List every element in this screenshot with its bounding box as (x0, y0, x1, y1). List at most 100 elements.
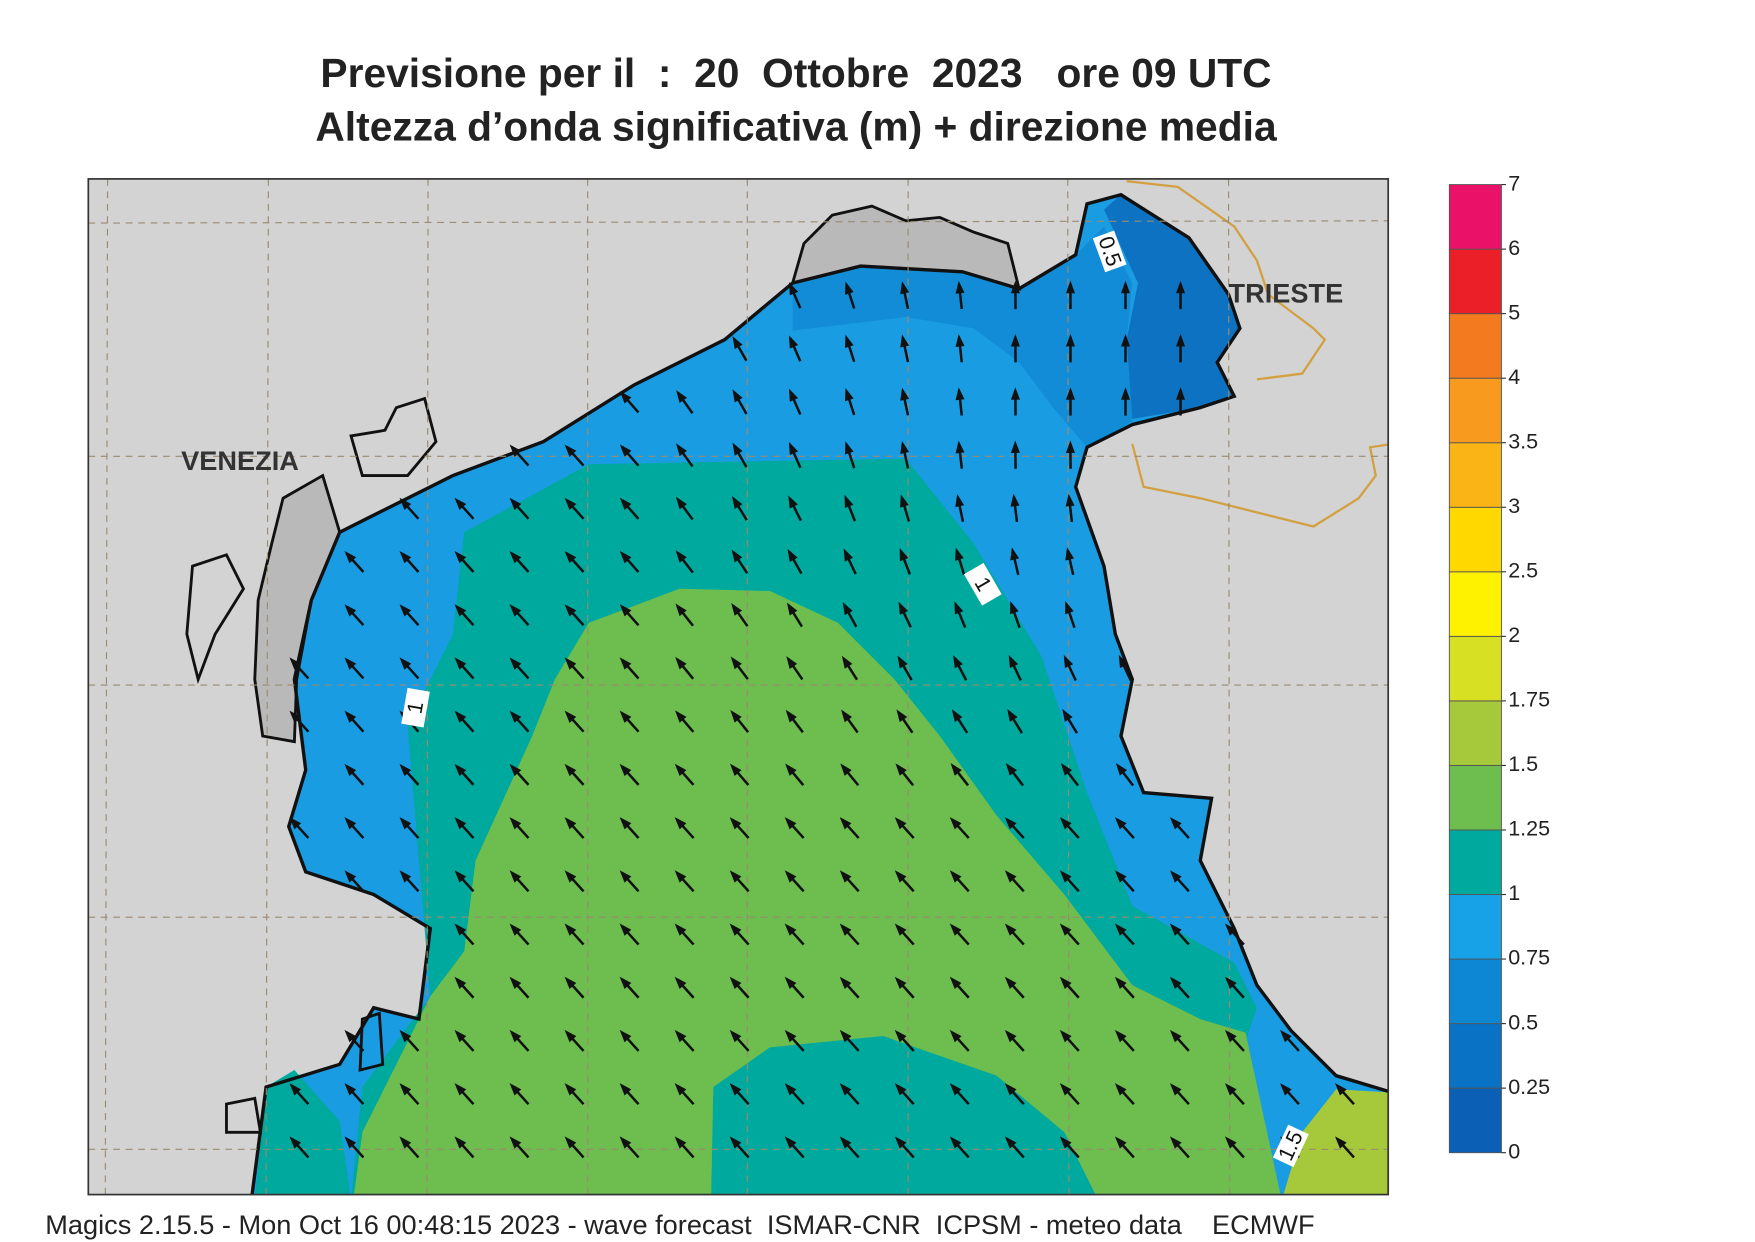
arrow-head (454, 657, 467, 670)
wave-arrow (1224, 1029, 1245, 1052)
coastline (250, 192, 1389, 1195)
wave-arrow (454, 497, 475, 520)
wave-arrow (289, 657, 310, 680)
wave-arrow (1010, 280, 1020, 310)
arrow-head (1224, 1083, 1237, 1096)
wave-arrow (344, 1083, 365, 1106)
arrow-head (842, 602, 853, 616)
wave-arrow (1224, 923, 1245, 946)
wave-arrow (1005, 763, 1025, 787)
arrow-head (955, 280, 965, 294)
label-box (1092, 230, 1127, 273)
wave-arrow (845, 334, 856, 363)
arrow-head (839, 1029, 852, 1043)
wave-arrow (509, 1136, 530, 1159)
wave-arrow (1010, 547, 1020, 576)
arrow-head (675, 710, 687, 723)
map-frame (87, 178, 1390, 1196)
arrow-head (785, 763, 797, 776)
colorbar-bin (1448, 1087, 1502, 1154)
wave-arrow (454, 817, 475, 839)
wave-arrow (399, 763, 420, 786)
wave-arrow (1114, 817, 1135, 839)
wave-arrow (454, 1029, 475, 1052)
arrow-head (729, 1136, 742, 1149)
arrow-head (1169, 1136, 1182, 1149)
wave-arrow (839, 1136, 860, 1159)
wave-arrow (784, 1029, 805, 1052)
wave-arrow (344, 657, 365, 680)
wave-arrow (399, 1083, 420, 1106)
wave-arrow (675, 603, 694, 627)
sea-band (792, 226, 1133, 448)
arrow-head (344, 550, 357, 564)
arrow-head (509, 497, 522, 511)
wave-arrow (1120, 334, 1131, 363)
arrow-head (454, 1029, 467, 1043)
wave-arrow (1010, 440, 1020, 469)
wave-arrow (1008, 654, 1022, 681)
wave-arrow (1059, 1029, 1080, 1052)
wave-arrow (729, 763, 750, 786)
wave-arrow (1059, 870, 1080, 893)
arrow-head (1065, 280, 1076, 294)
wave-arrow (949, 870, 970, 893)
arrow-head (843, 548, 854, 562)
arrow-head (1059, 1029, 1072, 1043)
subtitle-line: Altezza d’onda significativa (m) + direz… (315, 103, 1277, 149)
arrow-head (786, 656, 798, 669)
wave-arrow (1279, 1083, 1300, 1106)
wave-arrow (1062, 708, 1079, 734)
arrow-head (509, 817, 522, 830)
wave-arrow (949, 1136, 970, 1159)
arrow-head (845, 281, 854, 295)
arrow-field (289, 280, 1355, 1159)
wave-arrow (454, 604, 475, 627)
arrow-head (1176, 280, 1186, 294)
arrow-head (894, 870, 907, 883)
contour-text: 1 (403, 700, 429, 716)
arrow-head (1010, 600, 1019, 615)
arrow-head (784, 1136, 797, 1149)
wave-arrow (509, 1083, 530, 1106)
wave-arrow (1335, 1083, 1355, 1106)
wave-arrow (1169, 1136, 1190, 1159)
arrow-head (675, 603, 687, 617)
arrow-head (1065, 440, 1075, 453)
wave-arrow (1118, 654, 1132, 681)
wave-arrow (399, 1029, 420, 1052)
arrow-head (344, 1029, 357, 1043)
arrow-head (344, 870, 357, 883)
wave-arrow (676, 390, 694, 414)
wave-arrow (1224, 1136, 1245, 1159)
arrow-head (895, 763, 907, 776)
wave-arrow (619, 604, 640, 627)
wave-arrow (1114, 1136, 1135, 1159)
wave-arrow (1169, 923, 1190, 946)
wave-arrow (1004, 1029, 1025, 1052)
wave-arrow (509, 604, 530, 627)
wave-arrow (900, 334, 910, 363)
arrow-head (894, 817, 907, 830)
arrow-head (1335, 1136, 1347, 1149)
arrow-head (509, 657, 522, 670)
wave-arrow (900, 494, 911, 522)
label-box (1272, 1124, 1309, 1168)
wave-arrow (564, 870, 585, 893)
wave-arrow (564, 976, 585, 999)
arrow-head (729, 1029, 742, 1043)
arrow-head (1335, 1083, 1347, 1096)
arrow-head (676, 443, 687, 457)
arrow-head (785, 709, 797, 723)
wave-arrow (844, 441, 856, 469)
wave-arrow (344, 817, 365, 839)
wave-arrow (509, 657, 530, 680)
wave-arrow (900, 387, 910, 416)
wave-arrow (344, 550, 365, 573)
arrow-head (900, 281, 910, 295)
arrow-head (674, 1083, 687, 1096)
arrow-head (564, 923, 577, 936)
wave-arrow (1065, 387, 1076, 416)
arrow-head (564, 1029, 577, 1043)
arrow-head (509, 870, 522, 883)
